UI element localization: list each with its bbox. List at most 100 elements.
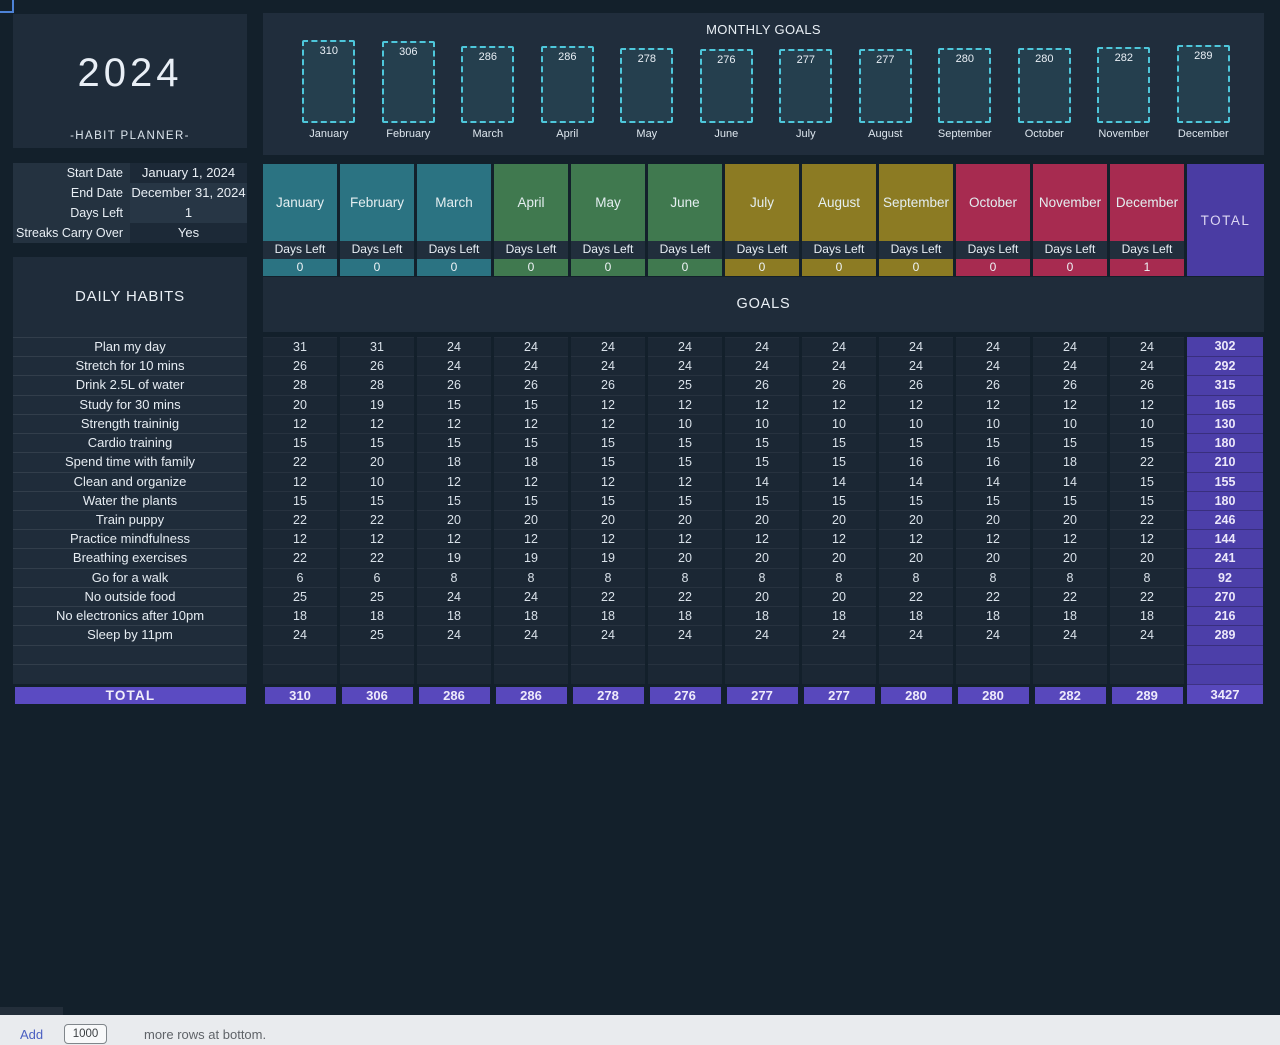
month-total-cell[interactable]: 306: [341, 686, 413, 704]
habit-cell[interactable]: Cardio training: [13, 433, 247, 452]
month-header-cell[interactable]: October: [956, 164, 1030, 241]
goal-value-cell[interactable]: 12: [725, 394, 799, 414]
goal-value-cell[interactable]: 18: [1033, 606, 1107, 626]
goal-value-cell[interactable]: 12: [648, 394, 722, 414]
goal-value-cell[interactable]: 25: [648, 375, 722, 395]
habit-cell[interactable]: Drink 2.5L of water: [13, 375, 247, 394]
goal-value-cell[interactable]: 24: [879, 337, 953, 357]
days-left-value-cell[interactable]: 0: [340, 258, 414, 276]
goal-value-cell[interactable]: 20: [648, 548, 722, 568]
row-total-cell[interactable]: 302: [1214, 339, 1236, 353]
goal-value-cell[interactable]: 10: [340, 471, 414, 491]
goal-value-cell[interactable]: 20: [1033, 548, 1107, 568]
goal-empty-cell[interactable]: [1110, 644, 1184, 665]
goal-value-cell[interactable]: 31: [263, 337, 337, 357]
goal-value-cell[interactable]: 18: [879, 606, 953, 626]
days-left-label-cell[interactable]: Days Left: [1033, 241, 1107, 259]
goal-value-cell[interactable]: 20: [802, 586, 876, 607]
goal-value-cell[interactable]: 15: [1033, 490, 1107, 510]
goal-value-cell[interactable]: 15: [571, 452, 645, 472]
goal-value-cell[interactable]: 22: [1110, 586, 1184, 607]
goal-value-cell[interactable]: 26: [802, 375, 876, 395]
goal-value-cell[interactable]: 20: [725, 548, 799, 568]
info-value[interactable]: 1: [130, 203, 247, 223]
goal-value-cell[interactable]: 24: [417, 586, 491, 607]
month-header-cell[interactable]: November: [1033, 164, 1107, 241]
goal-value-cell[interactable]: 12: [263, 413, 337, 434]
goal-value-cell[interactable]: 19: [340, 394, 414, 414]
goal-empty-cell[interactable]: [1033, 644, 1107, 665]
goal-value-cell[interactable]: 18: [1033, 452, 1107, 472]
goal-value-cell[interactable]: 20: [802, 548, 876, 568]
goal-value-cell[interactable]: 20: [879, 548, 953, 568]
goal-value-cell[interactable]: 12: [1033, 529, 1107, 549]
days-left-value-cell[interactable]: 0: [648, 258, 722, 276]
days-left-label-cell[interactable]: Days Left: [340, 241, 414, 259]
goal-value-cell[interactable]: 24: [1110, 625, 1184, 645]
goal-value-cell[interactable]: 10: [879, 413, 953, 434]
goal-value-cell[interactable]: 15: [725, 452, 799, 472]
goal-value-cell[interactable]: 22: [1033, 586, 1107, 607]
goal-value-cell[interactable]: 18: [1110, 606, 1184, 626]
goal-value-cell[interactable]: 28: [263, 375, 337, 395]
goal-value-cell[interactable]: 22: [571, 586, 645, 607]
goal-value-cell[interactable]: 8: [494, 567, 568, 587]
month-total-cell[interactable]: 277: [726, 686, 798, 704]
goal-value-cell[interactable]: 12: [879, 394, 953, 414]
goal-value-cell[interactable]: 24: [571, 625, 645, 645]
row-total-cell[interactable]: 180: [1187, 433, 1263, 452]
goal-empty-cell[interactable]: [725, 644, 799, 665]
goal-value-cell[interactable]: 18: [417, 606, 491, 626]
goal-value-cell[interactable]: 15: [571, 490, 645, 510]
goal-value-cell[interactable]: 18: [571, 606, 645, 626]
goal-value-cell[interactable]: 24: [648, 356, 722, 376]
month-total-cell[interactable]: 280: [957, 686, 1029, 704]
month-header-cell[interactable]: September: [879, 164, 953, 241]
goal-value-cell[interactable]: 26: [725, 375, 799, 395]
goal-empty-cell[interactable]: [1033, 664, 1107, 684]
goal-value-cell[interactable]: 10: [1033, 413, 1107, 434]
goal-value-cell[interactable]: 18: [263, 606, 337, 626]
days-left-value-cell[interactable]: 0: [263, 258, 337, 276]
goal-empty-cell[interactable]: [1110, 664, 1184, 684]
days-left-label-cell[interactable]: Days Left: [648, 241, 722, 259]
goal-value-cell[interactable]: 12: [417, 413, 491, 434]
habit-cell[interactable]: Breathing exercises: [13, 548, 247, 567]
goal-empty-cell[interactable]: [494, 644, 568, 665]
goal-value-cell[interactable]: 22: [263, 548, 337, 568]
goal-value-cell[interactable]: 12: [725, 529, 799, 549]
goal-empty-cell[interactable]: [802, 644, 876, 665]
goal-value-cell[interactable]: 20: [263, 394, 337, 414]
goal-value-cell[interactable]: 8: [571, 567, 645, 587]
days-left-label-cell[interactable]: Days Left: [879, 241, 953, 259]
goal-value-cell[interactable]: 12: [494, 471, 568, 491]
days-left-label-cell[interactable]: Days Left: [1110, 241, 1184, 259]
goal-empty-cell[interactable]: [494, 664, 568, 684]
goal-empty-cell[interactable]: [879, 644, 953, 665]
add-rows-button[interactable]: Add: [20, 1027, 44, 1042]
goal-value-cell[interactable]: 22: [1110, 452, 1184, 472]
goal-value-cell[interactable]: 15: [494, 394, 568, 414]
goal-value-cell[interactable]: 12: [571, 529, 645, 549]
goal-value-cell[interactable]: 25: [263, 586, 337, 607]
goal-value-cell[interactable]: 24: [1033, 625, 1107, 645]
goal-value-cell[interactable]: 22: [263, 452, 337, 472]
goal-value-cell[interactable]: 15: [956, 490, 1030, 510]
goal-value-cell[interactable]: 15: [956, 433, 1030, 453]
row-total-cell[interactable]: 241: [1187, 548, 1263, 567]
goal-value-cell[interactable]: 20: [802, 509, 876, 530]
goal-empty-cell[interactable]: [263, 644, 337, 665]
goal-value-cell[interactable]: 24: [417, 625, 491, 645]
row-total-cell[interactable]: 289: [1187, 625, 1263, 644]
goal-value-cell[interactable]: 26: [879, 375, 953, 395]
month-header-cell[interactable]: February: [340, 164, 414, 241]
habit-cell[interactable]: Spend time with family: [13, 452, 247, 471]
goal-value-cell[interactable]: 15: [263, 490, 337, 510]
days-left-label-cell[interactable]: Days Left: [263, 241, 337, 259]
goal-value-cell[interactable]: 15: [648, 452, 722, 472]
selected-cell-outline[interactable]: [0, 0, 14, 13]
goal-value-cell[interactable]: 15: [648, 490, 722, 510]
days-left-label-cell[interactable]: Days Left: [802, 241, 876, 259]
goal-value-cell[interactable]: 15: [417, 394, 491, 414]
row-total-cell[interactable]: 92: [1187, 567, 1263, 587]
